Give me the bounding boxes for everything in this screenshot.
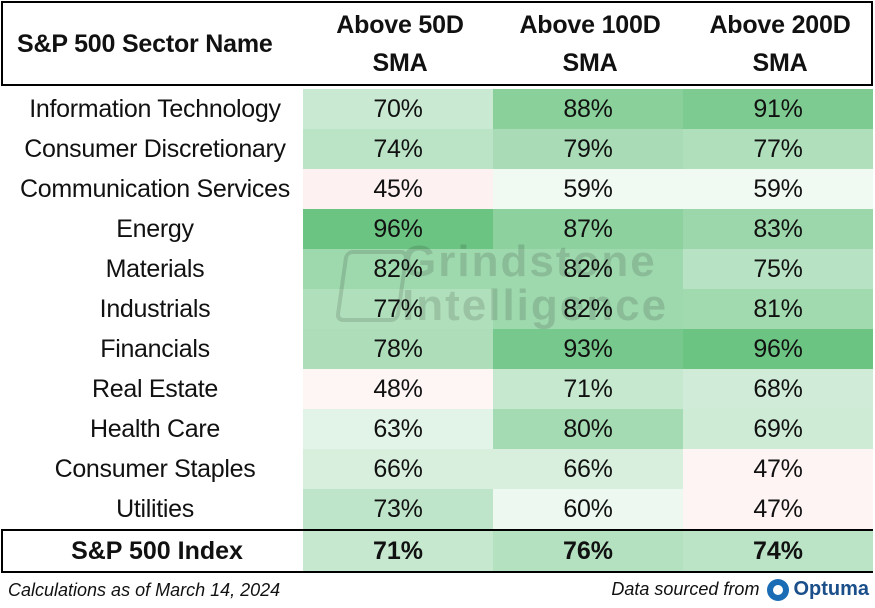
value-50d: 96% bbox=[303, 209, 493, 249]
value-200d: 77% bbox=[683, 129, 873, 169]
value-100d: 71% bbox=[493, 369, 683, 409]
optuma-logo-text: Optuma bbox=[793, 578, 869, 600]
value-100d: 66% bbox=[493, 449, 683, 489]
value-100d: 82% bbox=[493, 289, 683, 329]
sector-name: Consumer Discretionary bbox=[24, 134, 286, 163]
value-100d: 93% bbox=[493, 329, 683, 369]
sector-name: Real Estate bbox=[92, 374, 218, 403]
value-200d: 96% bbox=[683, 329, 873, 369]
header-sector-name: S&P 500 Sector Name bbox=[17, 29, 273, 58]
header-100d: Above 100D SMA bbox=[519, 10, 661, 77]
sector-name: Consumer Staples bbox=[54, 454, 256, 483]
total-100d: 76% bbox=[493, 531, 683, 571]
value-200d: 69% bbox=[683, 409, 873, 449]
value-200d: 83% bbox=[683, 209, 873, 249]
table-row: Utilities 73% 60% 47% bbox=[1, 489, 873, 529]
table-row: Health Care 63% 80% 69% bbox=[1, 409, 873, 449]
sector-name: Communication Services bbox=[20, 174, 290, 203]
value-100d: 80% bbox=[493, 409, 683, 449]
value-100d: 88% bbox=[493, 89, 683, 129]
value-50d: 73% bbox=[303, 489, 493, 529]
value-200d: 81% bbox=[683, 289, 873, 329]
total-row: S&P 500 Index 71% 76% 74% bbox=[1, 529, 873, 573]
value-200d: 47% bbox=[683, 449, 873, 489]
sector-name: Industrials bbox=[99, 294, 211, 323]
total-name: S&P 500 Index bbox=[71, 536, 243, 565]
value-50d: 82% bbox=[303, 249, 493, 289]
source-credit: Data sourced from Optuma bbox=[611, 578, 869, 601]
table-row: Industrials 77% 82% 81% bbox=[1, 289, 873, 329]
table-row: Consumer Discretionary 74% 79% 77% bbox=[1, 129, 873, 169]
value-100d: 87% bbox=[493, 209, 683, 249]
table-row: Real Estate 48% 71% 68% bbox=[1, 369, 873, 409]
value-200d: 68% bbox=[683, 369, 873, 409]
sector-name: Health Care bbox=[89, 414, 221, 443]
value-50d: 78% bbox=[303, 329, 493, 369]
value-50d: 45% bbox=[303, 169, 493, 209]
sector-name: Energy bbox=[116, 214, 194, 243]
value-50d: 74% bbox=[303, 129, 493, 169]
optuma-logo-icon bbox=[767, 578, 790, 601]
table-row: Materials 82% 82% 75% bbox=[1, 249, 873, 289]
header-50d: Above 50D SMA bbox=[336, 10, 464, 77]
table-row: Communication Services 45% 59% 59% bbox=[1, 169, 873, 209]
total-50d: 71% bbox=[303, 531, 493, 571]
value-200d: 91% bbox=[683, 89, 873, 129]
value-50d: 48% bbox=[303, 369, 493, 409]
value-200d: 47% bbox=[683, 489, 873, 529]
value-100d: 79% bbox=[493, 129, 683, 169]
sector-name: Financials bbox=[100, 334, 210, 363]
value-100d: 60% bbox=[493, 489, 683, 529]
value-50d: 63% bbox=[303, 409, 493, 449]
header-200d: Above 200D SMA bbox=[709, 10, 851, 77]
table-row: Financials 78% 93% 96% bbox=[1, 329, 873, 369]
table-row: Information Technology 70% 88% 91% bbox=[1, 89, 873, 129]
calculation-note: Calculations as of March 14, 2024 bbox=[8, 580, 281, 600]
total-200d: 74% bbox=[683, 531, 873, 571]
value-200d: 75% bbox=[683, 249, 873, 289]
value-50d: 70% bbox=[303, 89, 493, 129]
sector-name: Information Technology bbox=[29, 94, 281, 123]
value-50d: 77% bbox=[303, 289, 493, 329]
sector-name: Materials bbox=[105, 254, 205, 283]
sector-name: Utilities bbox=[116, 494, 194, 523]
value-50d: 66% bbox=[303, 449, 493, 489]
table-row: Energy 96% 87% 83% bbox=[1, 209, 873, 249]
table-header: S&P 500 Sector Name Above 50D SMA Above 1… bbox=[1, 1, 873, 86]
source-label: Data sourced from bbox=[611, 579, 760, 599]
value-100d: 82% bbox=[493, 249, 683, 289]
table-row: Consumer Staples 66% 66% 47% bbox=[1, 449, 873, 489]
value-100d: 59% bbox=[493, 169, 683, 209]
value-200d: 59% bbox=[683, 169, 873, 209]
